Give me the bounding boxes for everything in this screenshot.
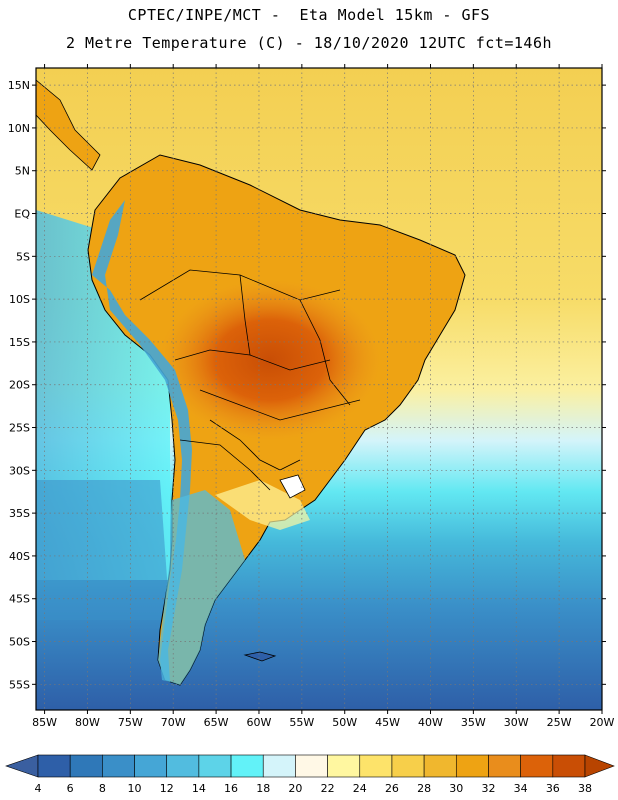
colorbar-cell	[424, 755, 456, 777]
lat-label: 15N	[8, 79, 30, 92]
colorbar-under-arrow	[6, 755, 38, 777]
colorbar-label: 36	[546, 782, 560, 795]
lat-label: 10S	[9, 293, 30, 306]
lon-label: 65W	[204, 716, 229, 729]
lon-label: 20W	[590, 716, 615, 729]
lon-label: 45W	[375, 716, 400, 729]
colorbar-cell	[360, 755, 392, 777]
lon-label: 30W	[504, 716, 529, 729]
colorbar-cell	[231, 755, 263, 777]
temperature-map: 15N 10N 5N EQ 5S 10S 15S 20S 25S 30S 35S 40S 45S 50S 5…	[0, 60, 618, 735]
colorbar-label: 18	[256, 782, 270, 795]
lon-label: 25W	[547, 716, 572, 729]
lat-label: 5N	[15, 165, 30, 178]
lat-label: 50S	[9, 636, 30, 649]
colorbar-cell	[102, 755, 134, 777]
colorbar-over-arrow	[585, 755, 614, 777]
lon-label: 60W	[247, 716, 272, 729]
colorbar-label: 8	[99, 782, 106, 795]
lon-label: 55W	[289, 716, 314, 729]
colorbar-cell	[456, 755, 488, 777]
lat-label: 15S	[9, 336, 30, 349]
lat-label: 10N	[8, 122, 30, 135]
colorbar-cell	[199, 755, 231, 777]
lat-label: 25S	[9, 422, 30, 435]
colorbar-cell	[167, 755, 199, 777]
colorbar-cell	[553, 755, 585, 777]
colorbar-label: 12	[160, 782, 174, 795]
lat-label: 55S	[9, 678, 30, 691]
colorbar-label: 38	[578, 782, 592, 795]
lon-label: 70W	[161, 716, 186, 729]
colorbar-label: 4	[35, 782, 42, 795]
lat-label: 40S	[9, 550, 30, 563]
colorbar-label: 20	[288, 782, 302, 795]
colorbar-label: 6	[67, 782, 74, 795]
colorbar-cell	[392, 755, 424, 777]
colorbar-cell	[38, 755, 70, 777]
colorbar-label: 10	[128, 782, 142, 795]
colorbar-label: 24	[353, 782, 367, 795]
colorbar-label: 16	[224, 782, 238, 795]
lon-label: 85W	[32, 716, 57, 729]
colorbar-label: 22	[321, 782, 335, 795]
colorbar-cell	[328, 755, 360, 777]
lat-label: EQ	[14, 208, 30, 221]
colorbar: 4 6 8 10 12 14 16 18 20 22 24 26 28 30 32 34 36 38	[0, 745, 618, 800]
lon-label: 35W	[461, 716, 486, 729]
colorbar-label: 34	[514, 782, 528, 795]
lon-label: 50W	[332, 716, 357, 729]
lat-label: 20S	[9, 379, 30, 392]
lat-label: 5S	[16, 250, 30, 263]
lat-label: 45S	[9, 593, 30, 606]
title-line-1: CPTEC/INPE/MCT - Eta Model 15km - GFS	[0, 6, 618, 24]
colorbar-cell	[521, 755, 553, 777]
lon-label: 75W	[118, 716, 143, 729]
colorbar-label: 30	[449, 782, 463, 795]
colorbar-cell	[295, 755, 327, 777]
lat-label: 35S	[9, 507, 30, 520]
colorbar-label: 26	[385, 782, 399, 795]
colorbar-label: 28	[417, 782, 431, 795]
title-line-2: 2 Metre Temperature (C) - 18/10/2020 12U…	[0, 34, 618, 52]
colorbar-cell	[263, 755, 295, 777]
lon-label: 80W	[75, 716, 100, 729]
lat-label: 30S	[9, 464, 30, 477]
colorbar-cell	[488, 755, 520, 777]
colorbar-cell	[135, 755, 167, 777]
colorbar-label: 14	[192, 782, 206, 795]
lon-label: 40W	[418, 716, 443, 729]
colorbar-label: 32	[481, 782, 495, 795]
colorbar-cell	[70, 755, 102, 777]
